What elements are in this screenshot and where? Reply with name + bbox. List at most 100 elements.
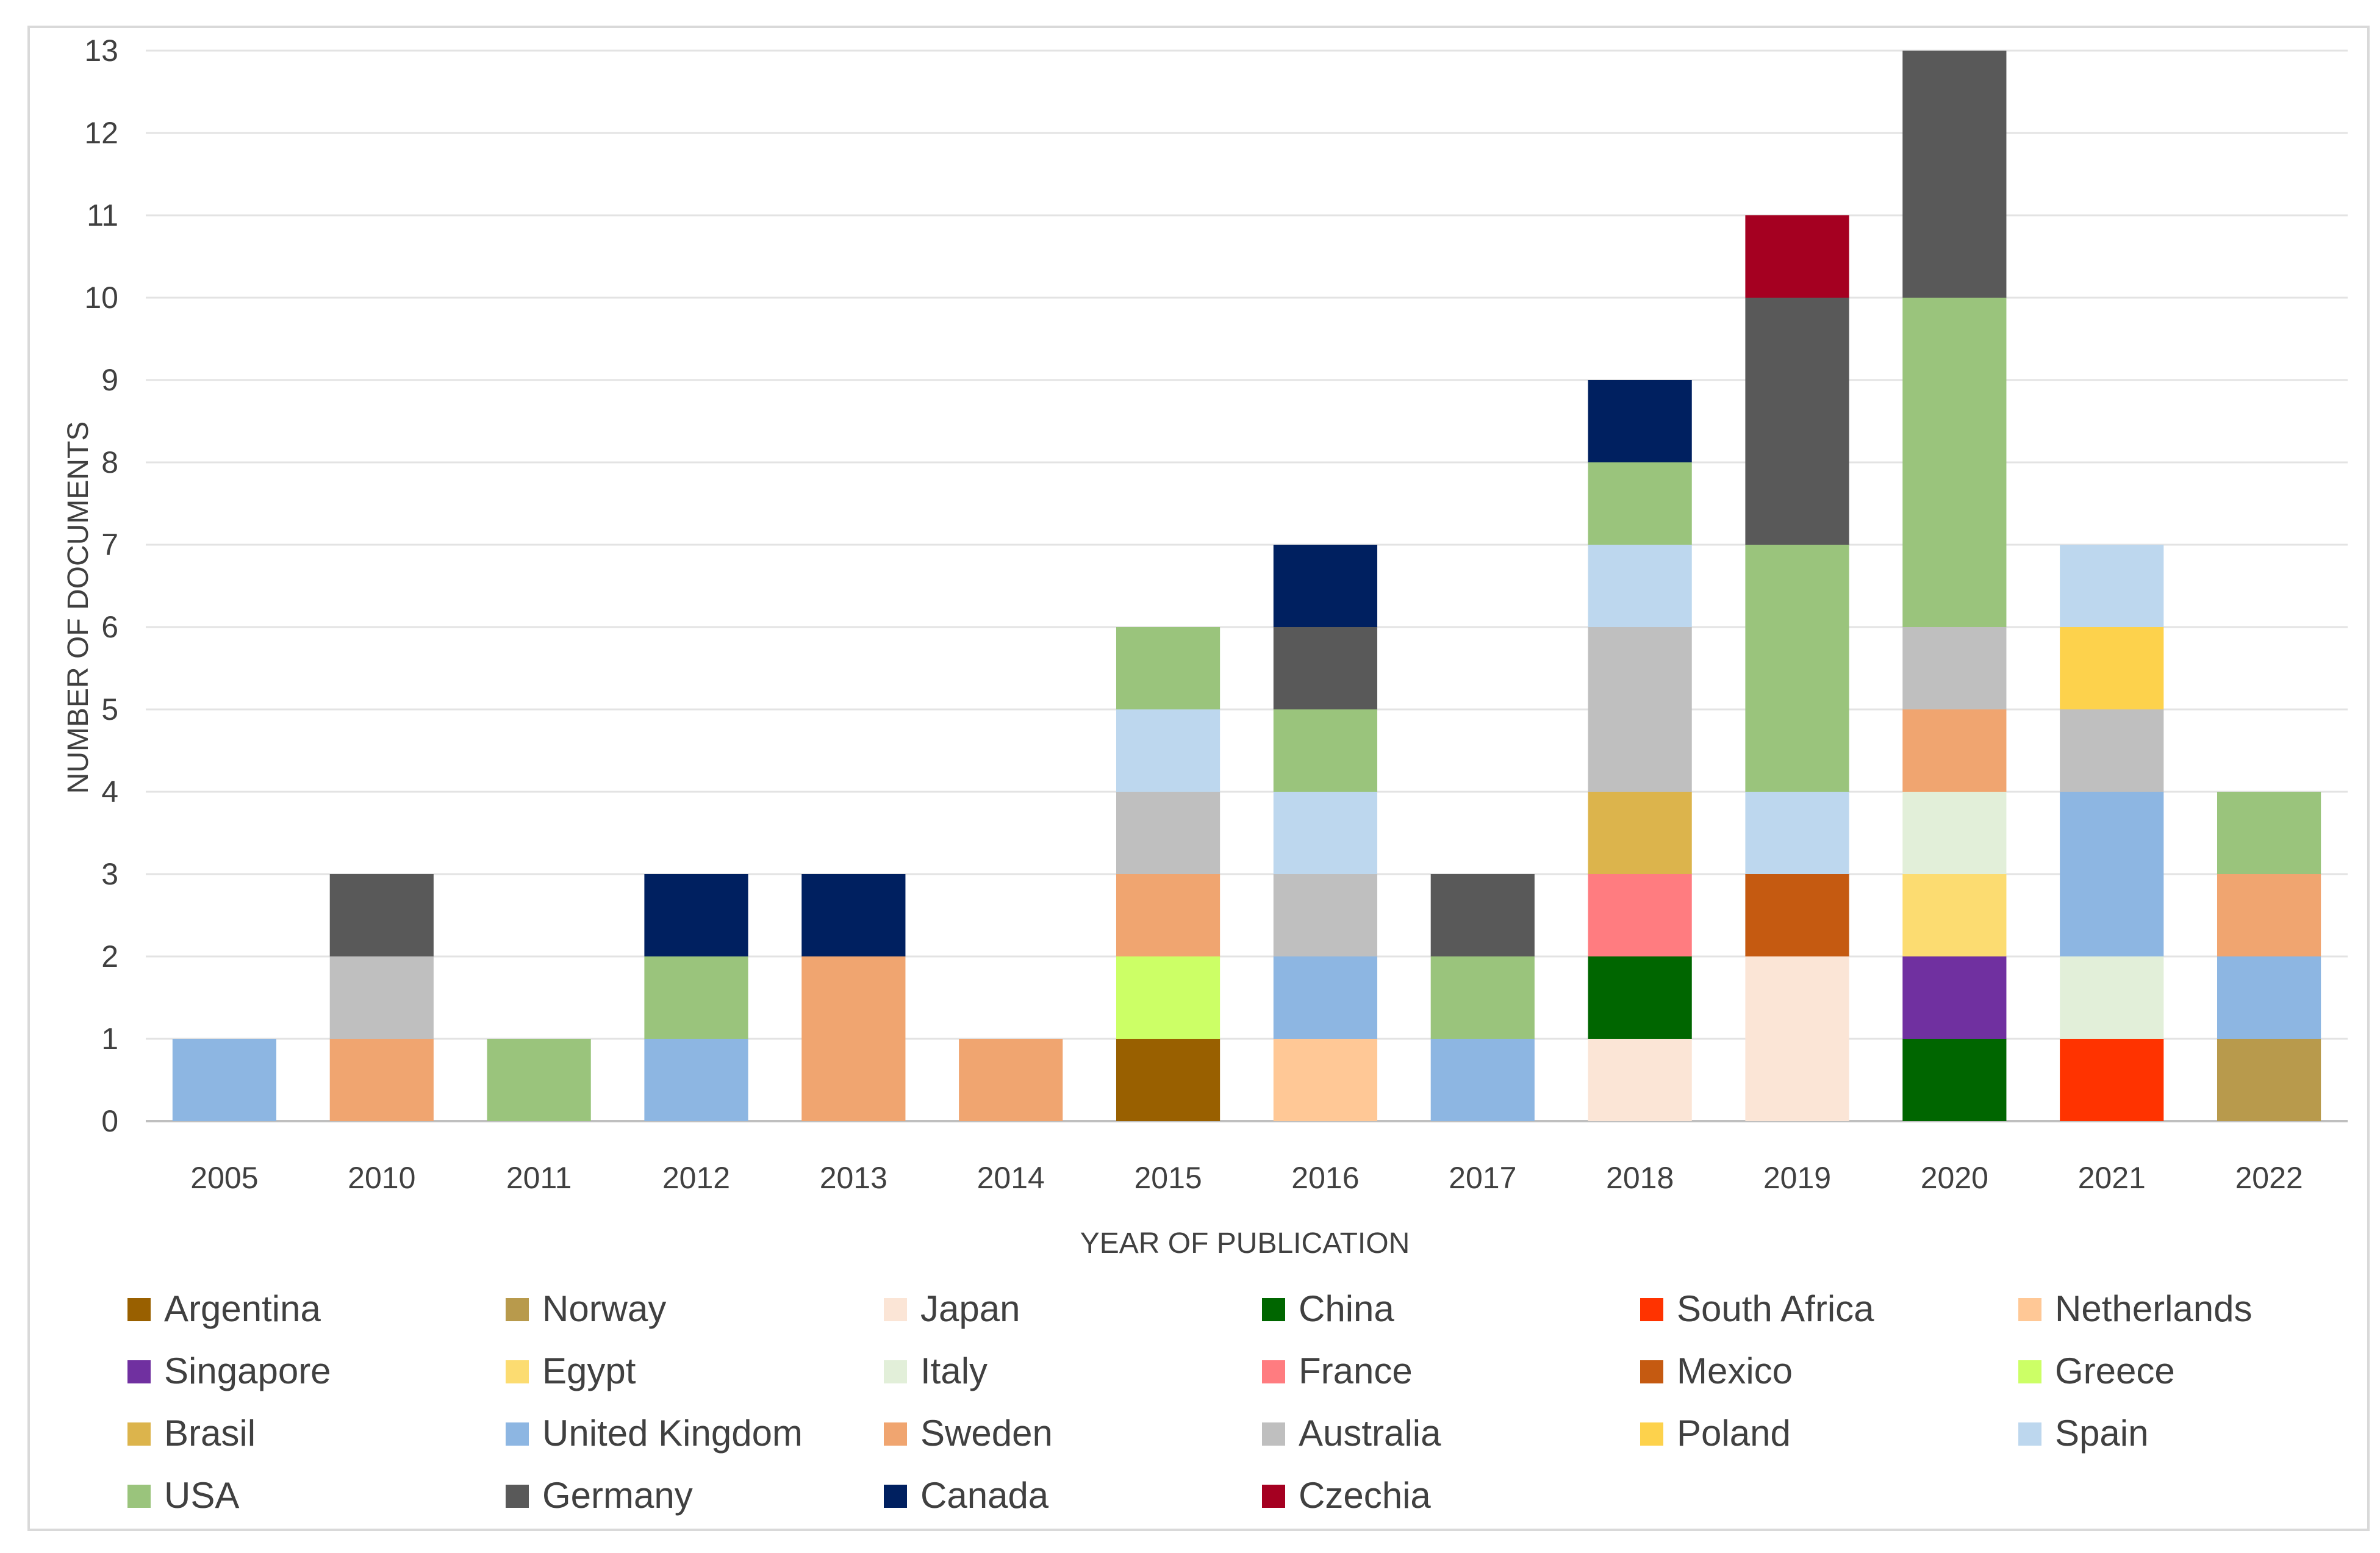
bar-segment-2019-usa bbox=[1745, 545, 1849, 792]
legend-swatch bbox=[127, 1422, 151, 1446]
bar-segment-2022-sweden bbox=[2217, 874, 2321, 956]
x-tick-label: 2021 bbox=[2078, 1161, 2146, 1195]
legend-label: Sweden bbox=[920, 1413, 1053, 1454]
y-tick-label: 6 bbox=[101, 610, 118, 644]
legend-swatch bbox=[1640, 1298, 1663, 1321]
bar-segment-2020-china bbox=[1902, 1039, 2007, 1121]
bar-segment-2016-usa bbox=[1273, 709, 1378, 792]
legend-swatch bbox=[1640, 1422, 1663, 1446]
bar-segment-2020-germany bbox=[1902, 51, 2007, 298]
x-tick-label: 2015 bbox=[1134, 1161, 1202, 1195]
bar-segment-2021-spain bbox=[2060, 545, 2164, 627]
bar-segment-2012-united-kingdom bbox=[644, 1039, 748, 1121]
legend-label: Spain bbox=[2055, 1413, 2148, 1454]
y-tick-label: 12 bbox=[84, 116, 118, 150]
x-tick-label: 2018 bbox=[1606, 1161, 1674, 1195]
bar-segment-2017-germany bbox=[1430, 874, 1535, 956]
y-tick-label: 1 bbox=[101, 1022, 118, 1056]
x-tick-label: 2013 bbox=[820, 1161, 887, 1195]
x-tick-label: 2019 bbox=[1763, 1161, 1831, 1195]
legend-item-singapore: Singapore bbox=[127, 1350, 331, 1391]
legend-swatch bbox=[506, 1360, 529, 1383]
legend-item-france: France bbox=[1262, 1350, 1413, 1391]
legend-swatch bbox=[2018, 1360, 2041, 1383]
legend-label: France bbox=[1299, 1350, 1413, 1391]
y-tick-label: 5 bbox=[101, 692, 118, 726]
legend-item-south-africa: South Africa bbox=[1640, 1288, 1874, 1329]
legend-item-poland: Poland bbox=[1640, 1413, 1791, 1454]
bars bbox=[172, 51, 2321, 1121]
legend-label: Germany bbox=[542, 1475, 693, 1516]
bar-segment-2010-australia bbox=[329, 956, 434, 1039]
bar-segment-2010-germany bbox=[329, 874, 434, 956]
bar-segment-2013-sweden bbox=[801, 956, 906, 1121]
x-tick-label: 2005 bbox=[190, 1161, 258, 1195]
legend-label: Greece bbox=[2055, 1350, 2175, 1391]
y-tick-label: 9 bbox=[101, 363, 118, 397]
bar-segment-2022-norway bbox=[2217, 1039, 2321, 1121]
bar-segment-2015-sweden bbox=[1116, 874, 1220, 956]
legend-item-japan: Japan bbox=[884, 1288, 1020, 1329]
legend-swatch bbox=[1262, 1422, 1285, 1446]
bar-segment-2021-italy bbox=[2060, 956, 2164, 1039]
bar-segment-2015-greece bbox=[1116, 956, 1220, 1039]
bar-segment-2019-czechia bbox=[1745, 215, 1849, 298]
legend-swatch bbox=[1262, 1360, 1285, 1383]
legend-swatch bbox=[2018, 1422, 2041, 1446]
y-axis-title: NUMBER OF DOCUMENTS bbox=[62, 421, 95, 794]
bar-segment-2019-spain bbox=[1745, 792, 1849, 874]
legend-item-brasil: Brasil bbox=[127, 1413, 256, 1454]
legend-swatch bbox=[884, 1298, 907, 1321]
x-tick-label: 2022 bbox=[2235, 1161, 2303, 1195]
bar-segment-2018-japan bbox=[1588, 1039, 1692, 1121]
bar-segment-2005-united-kingdom bbox=[172, 1039, 277, 1121]
legend-item-usa: USA bbox=[127, 1475, 239, 1516]
legend-label: Italy bbox=[920, 1350, 987, 1391]
legend-item-spain: Spain bbox=[2018, 1413, 2148, 1454]
legend-label: Czechia bbox=[1299, 1475, 1431, 1516]
x-tick-label: 2017 bbox=[1449, 1161, 1516, 1195]
x-tick-label: 2011 bbox=[506, 1161, 572, 1195]
bar-segment-2022-united-kingdom bbox=[2217, 956, 2321, 1039]
y-tick-label: 13 bbox=[84, 34, 118, 68]
legend-label: Japan bbox=[920, 1288, 1020, 1329]
x-tick-label: 2010 bbox=[348, 1161, 415, 1195]
bar-segment-2021-poland bbox=[2060, 627, 2164, 709]
y-tick-label: 7 bbox=[101, 528, 118, 562]
bar-segment-2011-usa bbox=[487, 1039, 591, 1121]
legend-item-italy: Italy bbox=[884, 1350, 987, 1391]
bar-segment-2014-sweden bbox=[959, 1039, 1063, 1121]
bar-segment-2021-australia bbox=[2060, 709, 2164, 792]
bar-segment-2019-mexico bbox=[1745, 874, 1849, 956]
x-tick-label: 2020 bbox=[1921, 1161, 1988, 1195]
y-tick-label: 0 bbox=[101, 1104, 118, 1138]
legend-item-sweden: Sweden bbox=[884, 1413, 1053, 1454]
bar-segment-2021-united-kingdom bbox=[2060, 792, 2164, 956]
bar-segment-2018-canada bbox=[1588, 380, 1692, 462]
legend-item-mexico: Mexico bbox=[1640, 1350, 1793, 1391]
legend-item-china: China bbox=[1262, 1288, 1394, 1329]
x-tick-label: 2012 bbox=[662, 1161, 730, 1195]
legend-label: Singapore bbox=[164, 1350, 331, 1391]
bar-segment-2017-usa bbox=[1430, 956, 1535, 1039]
bar-segment-2020-egypt bbox=[1902, 874, 2007, 956]
bar-segment-2012-usa bbox=[644, 956, 748, 1039]
y-tick-label: 8 bbox=[101, 445, 118, 479]
legend-label: Mexico bbox=[1677, 1350, 1793, 1391]
legend-label: USA bbox=[164, 1475, 239, 1516]
legend-item-argentina: Argentina bbox=[127, 1288, 321, 1329]
bar-segment-2015-spain bbox=[1116, 709, 1220, 792]
legend-label: Brasil bbox=[164, 1413, 256, 1454]
y-tick-label: 11 bbox=[87, 198, 118, 232]
legend: Argentina Norway Japan China South Africa Net… bbox=[127, 1288, 2253, 1516]
bar-segment-2016-netherlands bbox=[1273, 1039, 1378, 1121]
bar-segment-2018-spain bbox=[1588, 545, 1692, 627]
bar-segment-2016-spain bbox=[1273, 792, 1378, 874]
legend-swatch bbox=[884, 1360, 907, 1383]
legend-label: Poland bbox=[1677, 1413, 1791, 1454]
bar-segment-2016-australia bbox=[1273, 874, 1378, 956]
bar-segment-2012-canada bbox=[644, 874, 748, 956]
legend-swatch bbox=[127, 1360, 151, 1383]
bar-segment-2016-united-kingdom bbox=[1273, 956, 1378, 1039]
